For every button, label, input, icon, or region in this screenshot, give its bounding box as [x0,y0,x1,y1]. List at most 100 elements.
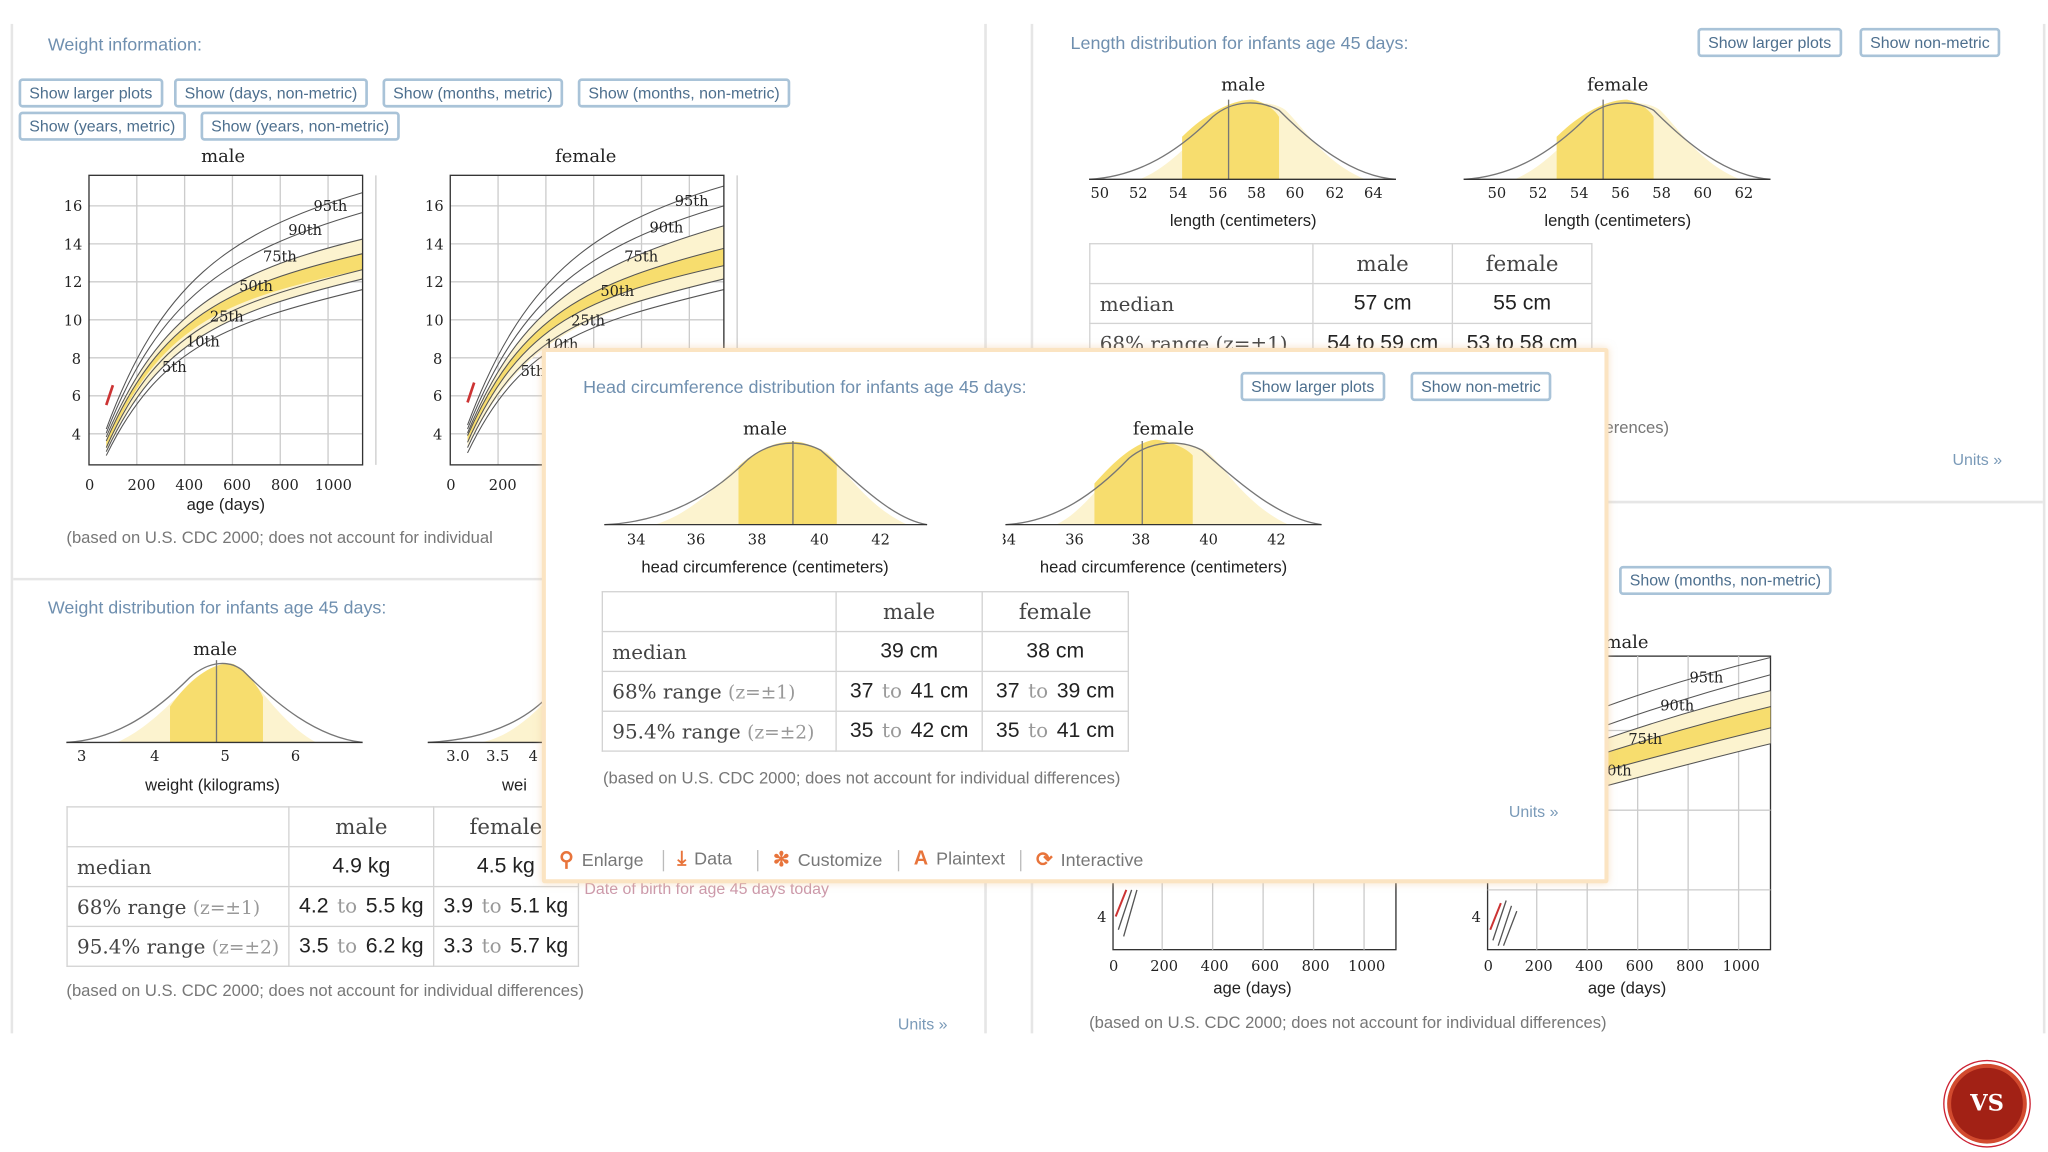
weight-male-x-label: weight (kilograms) [145,775,280,795]
length-show-larger-plots-button[interactable]: Show larger plots [1697,27,1842,58]
interactive-button[interactable]: ⟳ Interactive [1035,848,1144,872]
svg-text:25th: 25th [571,312,605,329]
svg-text:600: 600 [1251,958,1279,975]
svg-text:0: 0 [1484,958,1493,975]
units-link[interactable]: Units » [897,1014,948,1034]
show-months-non-metric-button[interactable]: Show (months, non-metric) [577,78,791,108]
svg-text:400: 400 [175,477,203,494]
length-female-distribution-plot: 50 52 54 56 58 60 62 [1463,99,1771,202]
svg-text:3: 3 [77,748,86,764]
weight-information-pod: Weight information: Show larger plots Sh… [13,19,983,578]
head-circumference-popup: Head circumference distribution for infa… [541,347,1609,884]
x-ticks: 0 200 400 600 800 1000 [85,477,352,494]
svg-text:42: 42 [871,532,890,549]
svg-text:75th: 75th [263,249,297,266]
download-icon: ⤓ [677,847,687,870]
svg-text:95th: 95th [1689,670,1723,687]
percentile-labels: 95th 90th 75th 50th 25th 10th 5th [162,198,347,376]
svg-text:200: 200 [1525,958,1553,975]
band-outer [106,239,363,452]
show-years-non-metric-button[interactable]: Show (years, non-metric) [200,111,400,141]
svg-text:42: 42 [1267,532,1286,549]
head-female-x-label: age (days) [1587,978,1667,998]
head-male-distribution-plot: 34 36 38 40 42 [604,440,928,549]
weight-dist-source-note: (based on U.S. CDC 2000; does not accoun… [66,981,584,1001]
svg-text:4: 4 [72,427,81,444]
head-show-months-non-metric-button[interactable]: Show (months, non-metric) [1619,565,1832,596]
weight-stats-table: male female median 4.9 kg 4.5 kg 68% range … [66,806,579,967]
svg-text:400: 400 [1575,958,1603,975]
popup-source-note: (based on U.S. CDC 2000; does not accoun… [603,769,1121,788]
svg-text:4: 4 [433,427,442,444]
svg-text:56: 56 [1209,185,1228,202]
svg-text:60: 60 [1286,185,1305,202]
svg-text:6: 6 [72,388,81,405]
popup-male-x-label: head circumference (centimeters) [641,557,889,577]
length-distribution-title: Length distribution for infants age 45 d… [1070,33,1409,54]
weight-distribution-title: Weight distribution for infants age 45 d… [47,597,387,618]
date-of-birth-link[interactable]: Date of birth for age 45 days today [584,879,829,898]
svg-text:52: 52 [1129,185,1148,202]
svg-text:16: 16 [64,198,83,215]
svg-text:200: 200 [1150,958,1178,975]
svg-text:6: 6 [433,388,442,405]
length-male-distribution-plot: 50 52 54 56 58 60 62 64 [1089,99,1396,202]
svg-text:12: 12 [64,274,83,291]
show-years-metric-button[interactable]: Show (years, metric) [18,111,186,141]
svg-text:800: 800 [1302,958,1330,975]
svg-text:600: 600 [223,477,251,494]
svg-text:10th: 10th [186,334,220,351]
svg-text:62: 62 [1326,185,1345,202]
head-female-distribution-plot: 34 36 38 40 42 [1003,439,1322,549]
svg-text:75th: 75th [624,249,658,266]
weight-male-dist-title: male [193,638,238,661]
svg-text:10: 10 [64,312,83,329]
svg-text:1000: 1000 [1723,958,1760,975]
show-days-non-metric-button[interactable]: Show (days, non-metric) [173,78,368,108]
svg-text:75th: 75th [1628,731,1662,748]
svg-text:36: 36 [687,532,706,549]
svg-text:0: 0 [1109,958,1118,975]
plaintext-button[interactable]: A Plaintext [913,847,1005,870]
svg-text:62: 62 [1735,185,1754,202]
svg-text:50: 50 [1090,185,1109,202]
svg-text:95th: 95th [675,193,709,210]
svg-text:25th: 25th [210,308,244,325]
svg-text:1000: 1000 [315,477,352,494]
svg-text:12: 12 [425,274,444,291]
show-larger-plots-button[interactable]: Show larger plots [18,78,163,108]
letter-a-icon: A [913,847,929,870]
length-show-non-metric-button[interactable]: Show non-metric [1859,27,2001,58]
male-x-axis-label: age (days) [186,495,266,515]
svg-text:0: 0 [446,477,455,494]
data-button[interactable]: ⤓ Data [677,847,733,870]
svg-text:64: 64 [1364,185,1383,202]
slide-logo-badge: VS [1947,1063,2027,1144]
svg-text:38: 38 [1132,532,1151,549]
popup-show-non-metric-button[interactable]: Show non-metric [1410,371,1552,402]
popup-show-larger-plots-button[interactable]: Show larger plots [1240,371,1385,402]
svg-text:800: 800 [271,477,299,494]
table-row: 68% range (z=±1) 4.2 to 5.5 kg 3.9 to 5.… [66,885,579,928]
show-months-metric-button[interactable]: Show (months, metric) [382,78,564,108]
svg-text:58: 58 [1247,185,1266,202]
svg-text:14: 14 [64,237,83,254]
y-ticks: 16 14 12 10 8 6 4 [64,198,83,443]
table-header-row: male female [66,806,579,848]
weight-male-distribution-plot: 3 4 5 6 [66,660,363,764]
customize-button[interactable]: ✻ Customize [773,848,883,872]
svg-text:54: 54 [1570,185,1589,202]
length-source-note-tail: erences) [1604,418,1670,437]
svg-text:90th: 90th [288,222,322,239]
svg-text:5th: 5th [521,363,546,380]
svg-text:52: 52 [1529,185,1548,202]
length-units-link[interactable]: Units » [1952,450,2003,469]
weight-female-x-label: wei [502,775,527,795]
popup-units-link[interactable]: Units » [1508,802,1559,821]
enlarge-button[interactable]: ⚲ Enlarge [559,848,644,872]
svg-text:10: 10 [425,312,444,329]
length-female-title: female [1587,74,1649,96]
length-stats-table: male female median 57 cm 55 cm 68% range (z… [1089,243,1593,364]
svg-text:56: 56 [1611,185,1630,202]
svg-text:200: 200 [128,477,156,494]
